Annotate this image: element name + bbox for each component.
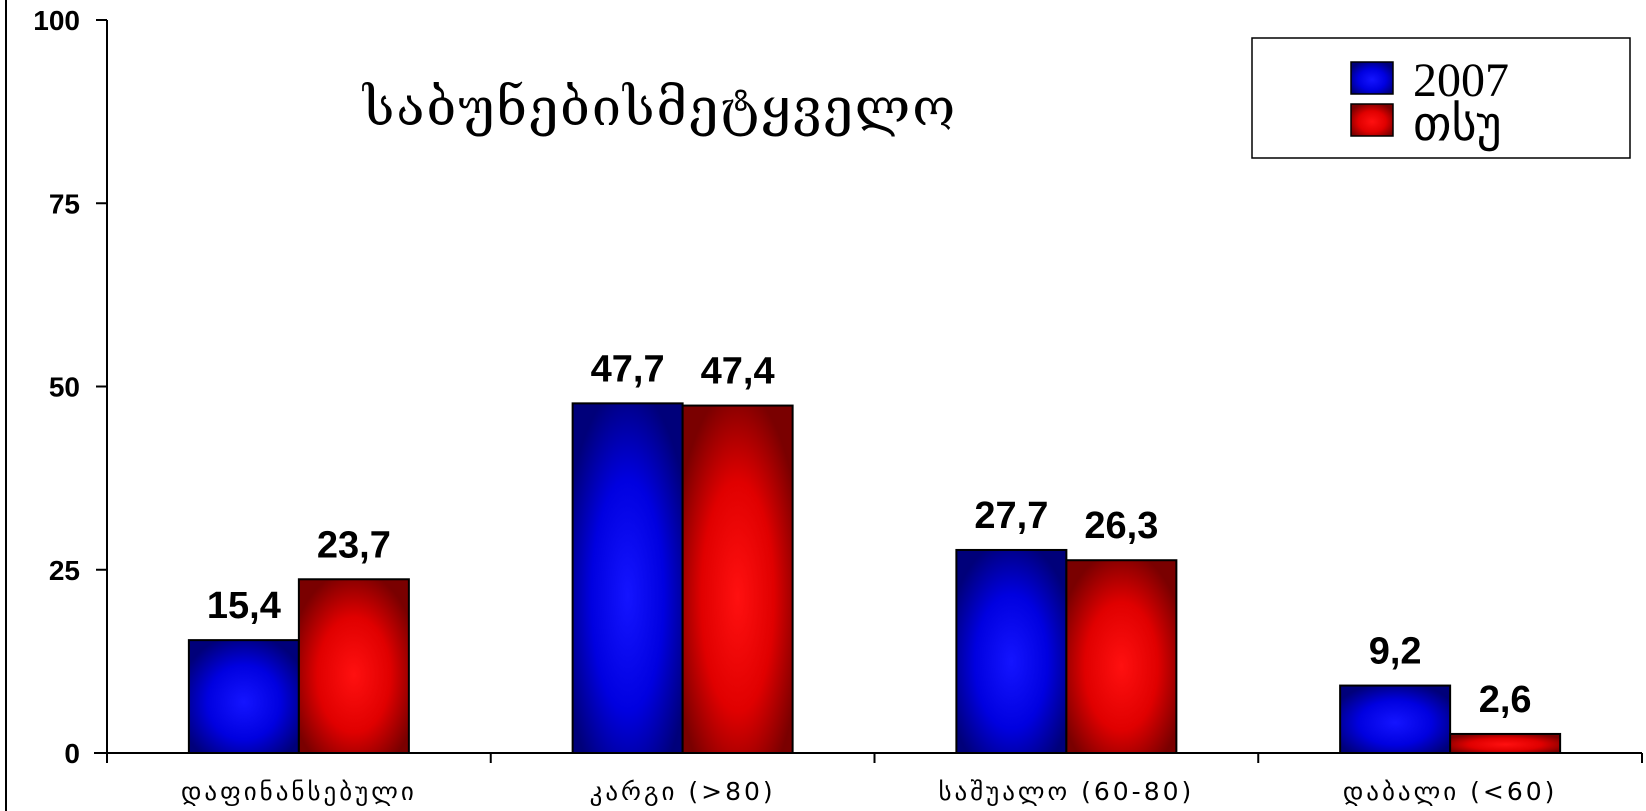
data-label: 15,4 (207, 585, 281, 627)
category-labels: დაფინანსებული კარგი (>80) საშუალო (60-80) დ… (181, 777, 1558, 806)
bar-series-tsu (1065, 559, 1178, 755)
bar-series-2007 (187, 639, 300, 754)
category-label: დაბალი (<60) (1343, 777, 1558, 806)
category-label: კარგი (>80) (590, 777, 776, 806)
legend-label-tsu: თსუ (1413, 98, 1502, 152)
bar-series-tsu (297, 578, 410, 754)
data-labels: 15,4 23,7 47,7 47,4 27,7 26,3 9,2 2,6 (207, 348, 1532, 721)
data-label: 47,4 (701, 351, 775, 393)
legend-label-2007: 2007 (1413, 54, 1509, 107)
data-label: 47,7 (591, 348, 665, 390)
y-tick-label: 25 (49, 555, 80, 586)
bar-series-tsu (1449, 732, 1562, 755)
data-label: 23,7 (317, 524, 391, 566)
category-label: საშუალო (60-80) (938, 777, 1194, 806)
bar-series-2007 (955, 548, 1068, 754)
category-label: დაფინანსებული (181, 777, 417, 806)
y-tick-label: 75 (49, 188, 80, 219)
data-label: 26,3 (1084, 505, 1158, 547)
legend-swatch-2007 (1350, 61, 1394, 95)
bar-series-2007 (571, 402, 684, 754)
legend-box (1251, 37, 1631, 159)
data-label: 2,6 (1479, 679, 1532, 721)
data-label: 27,7 (974, 495, 1048, 537)
x-ticks (106, 753, 1643, 763)
y-tick-label: 100 (33, 5, 80, 36)
data-label: 9,2 (1369, 631, 1422, 673)
y-tick-label: 0 (64, 738, 80, 769)
chart-title: საბუნებისმეტყველო (362, 78, 957, 138)
legend-swatch-tsu (1350, 103, 1394, 137)
legend: 2007 თსუ (1251, 37, 1631, 159)
y-tick-label: 50 (49, 372, 80, 403)
bar-series-tsu (681, 404, 794, 754)
bars (187, 402, 1562, 755)
bar-series-2007 (1339, 684, 1452, 755)
y-ticks: 0 25 50 75 100 (33, 5, 107, 769)
